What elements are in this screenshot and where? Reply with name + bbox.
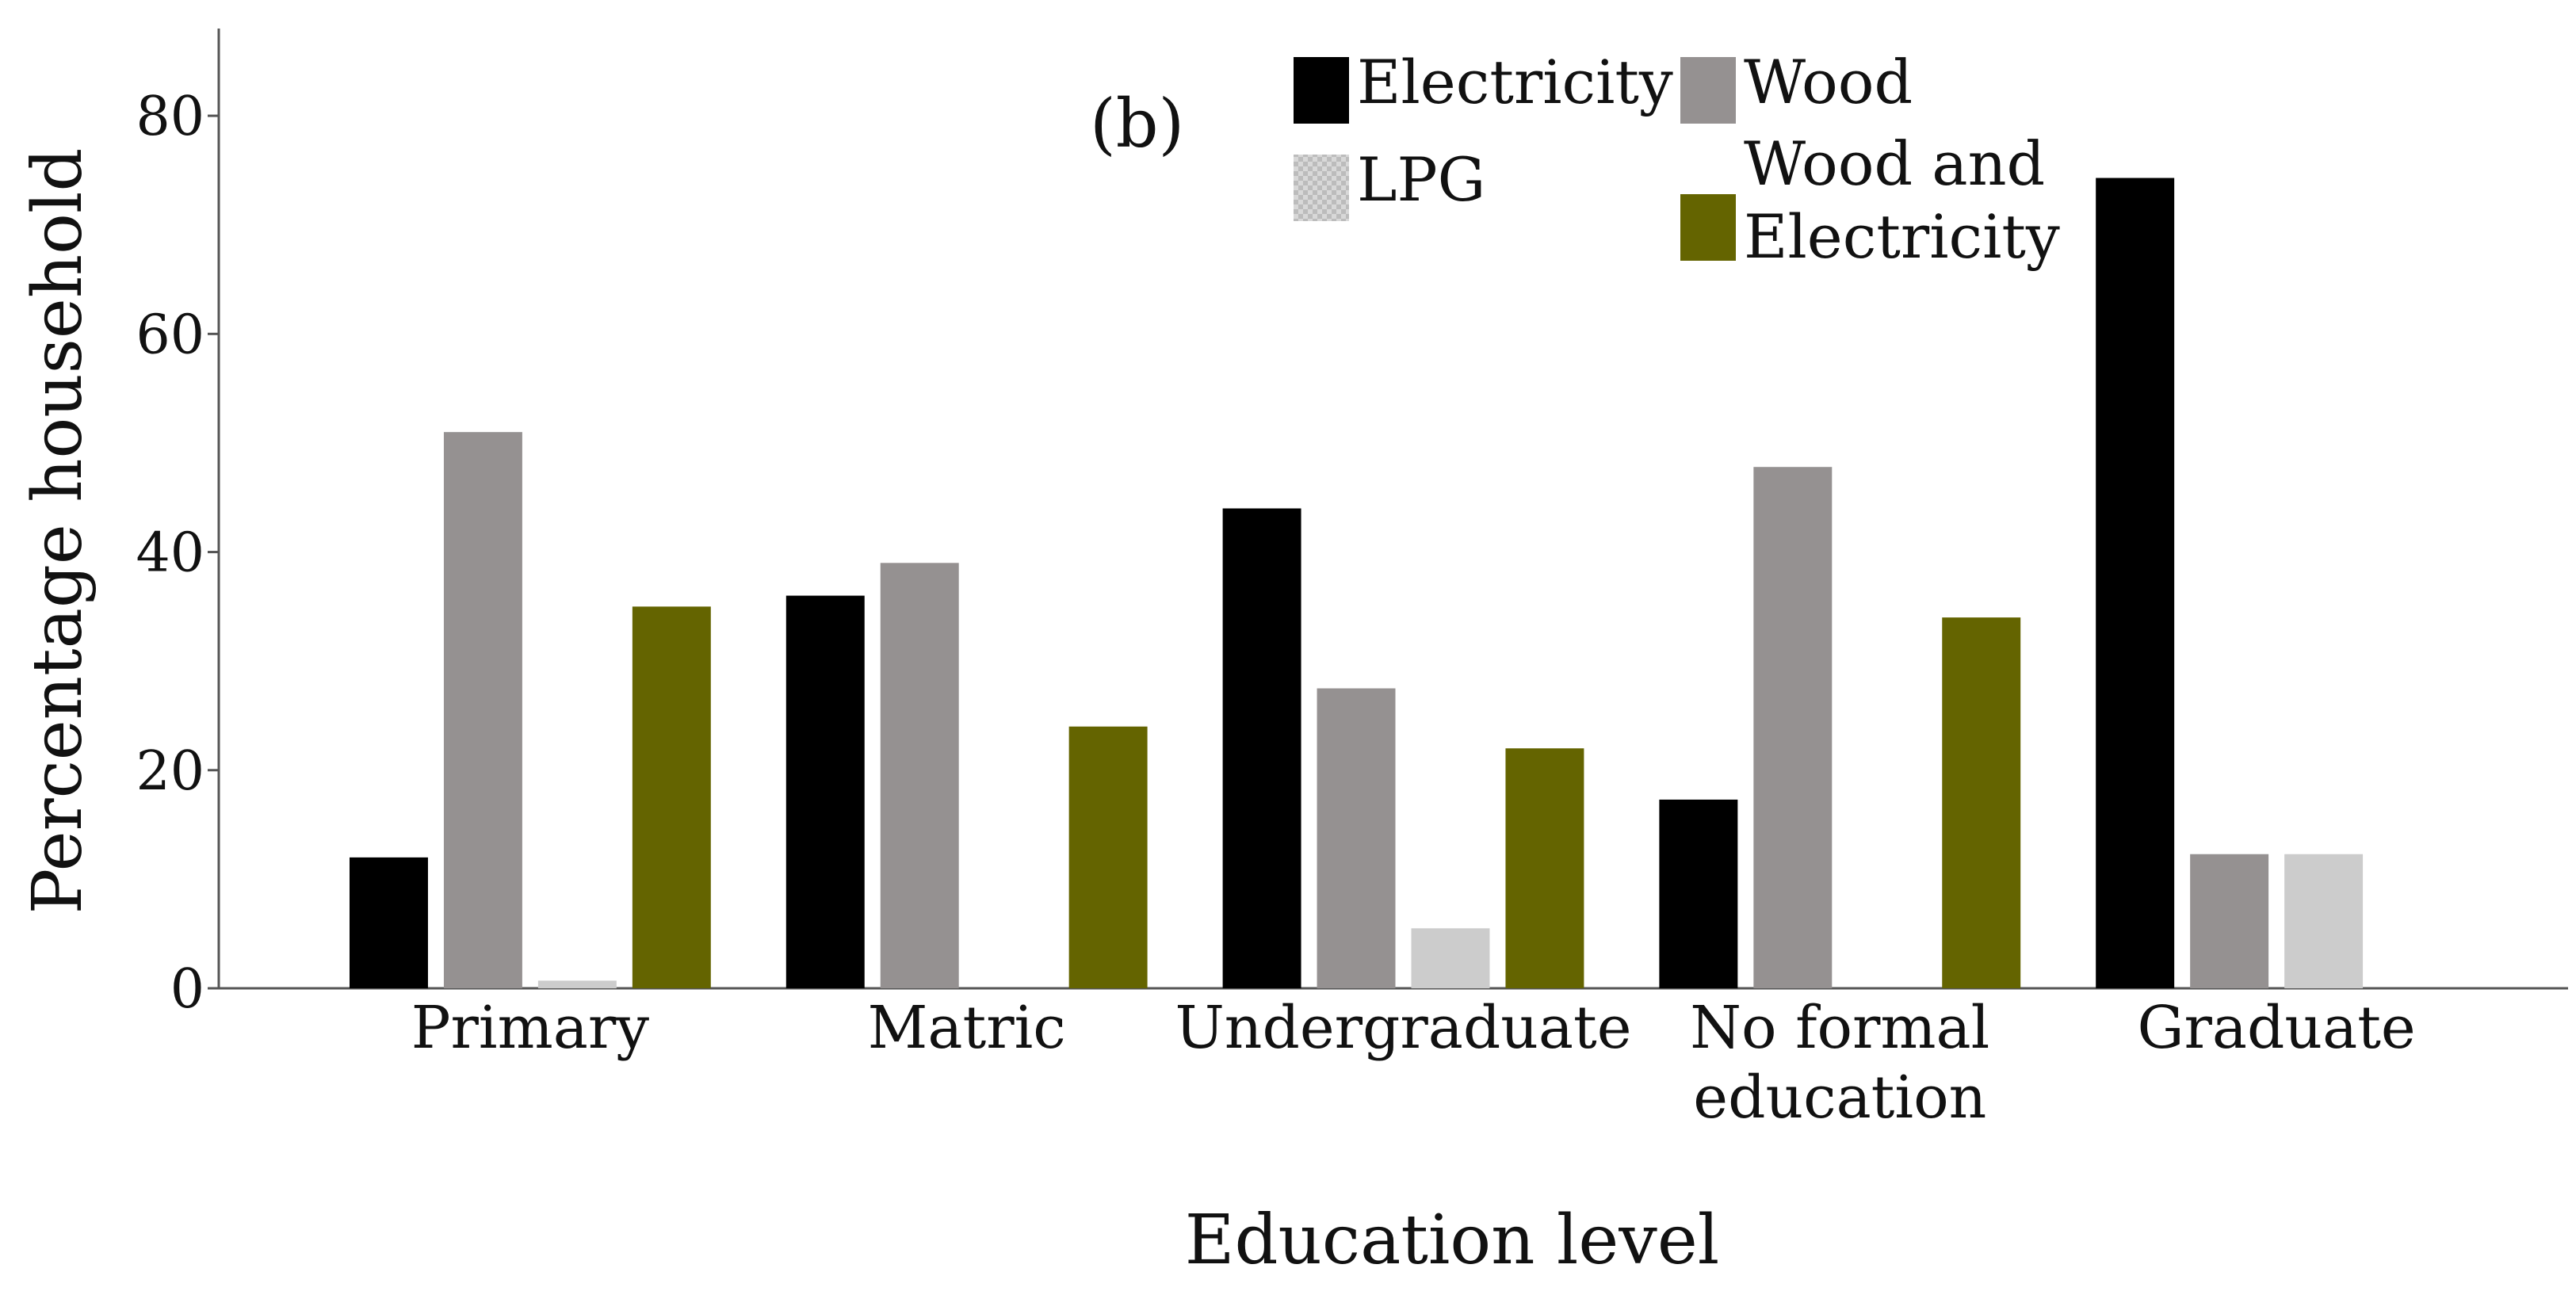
legend-label-line: LPG: [1357, 144, 1485, 215]
category-label-matric: Matric: [868, 994, 1066, 1062]
bar-wood-graduate: [2190, 854, 2269, 988]
legend-label-line: Wood: [1744, 47, 1913, 117]
y-tick-label: 0: [170, 958, 204, 1021]
y-tick-label: 40: [136, 522, 204, 585]
category-label-line: Undergraduate: [1175, 994, 1631, 1062]
bar-wood-matric: [880, 563, 959, 988]
legend-label-lpg: LPG: [1357, 144, 1485, 215]
y-tick-label: 20: [136, 740, 204, 803]
bar-electricity-matric: [785, 595, 865, 988]
bar-electricity-undergraduate: [1222, 508, 1301, 988]
y-tick-label: 60: [136, 304, 204, 366]
category-label-undergraduate: Undergraduate: [1175, 994, 1631, 1062]
legend-swatch-wood: [1680, 57, 1736, 124]
y-ticks: 0 20 40 60 80: [136, 86, 219, 1021]
category-label-no-formal-education: No formal education: [1690, 994, 1989, 1132]
y-axis-title: Percentage household: [18, 148, 97, 915]
bars: [350, 178, 2364, 988]
bar-wood-undergraduate: [1317, 688, 1396, 988]
bar-wood-no-formal-education: [1753, 467, 1833, 988]
legend-label-wood-and-electricity: Wood and Electricity: [1744, 128, 2060, 272]
bar-electricity-no-formal-education: [1659, 799, 1738, 988]
bar-wood-primary: [443, 432, 522, 988]
legend-label-electricity: Electricity: [1357, 47, 1673, 117]
category-label-line: Matric: [868, 994, 1066, 1062]
bar-wood-and-electricity-matric: [1068, 726, 1148, 988]
category-label-line: Graduate: [2137, 994, 2415, 1062]
bar-lpg-primary: [537, 980, 617, 988]
category-label-line: education: [1693, 1064, 1986, 1132]
bar-lpg-undergraduate: [1411, 928, 1490, 988]
bar-wood-and-electricity-primary: [632, 606, 711, 988]
panel-label: (b): [1090, 85, 1184, 162]
bar-electricity-graduate: [2096, 178, 2175, 988]
legend-label-line: Electricity: [1357, 47, 1673, 117]
legend-swatch-wood-and-electricity: [1680, 194, 1736, 261]
category-label-graduate: Graduate: [2137, 994, 2415, 1062]
bar-electricity-primary: [350, 857, 428, 988]
category-label-primary: Primary: [411, 994, 649, 1062]
category-label-line: Primary: [411, 994, 649, 1062]
legend-label-wood: Wood: [1744, 47, 1913, 117]
legend-label-line: Electricity: [1744, 201, 2060, 272]
legend-swatch-lpg: [1294, 155, 1349, 221]
bar-lpg-graduate: [2284, 854, 2364, 988]
y-tick-label: 80: [136, 86, 204, 148]
x-axis-title: Education level: [1185, 1201, 1720, 1280]
bar-wood-and-electricity-undergraduate: [1505, 748, 1584, 988]
legend-label-line: Wood and: [1744, 128, 2045, 199]
bar-wood-and-electricity-no-formal-education: [1942, 617, 2021, 988]
legend-swatch-electricity: [1294, 57, 1349, 124]
category-label-line: No formal: [1690, 994, 1989, 1062]
x-labels: Primary Matric Undergraduate No formal educa…: [411, 994, 2416, 1132]
